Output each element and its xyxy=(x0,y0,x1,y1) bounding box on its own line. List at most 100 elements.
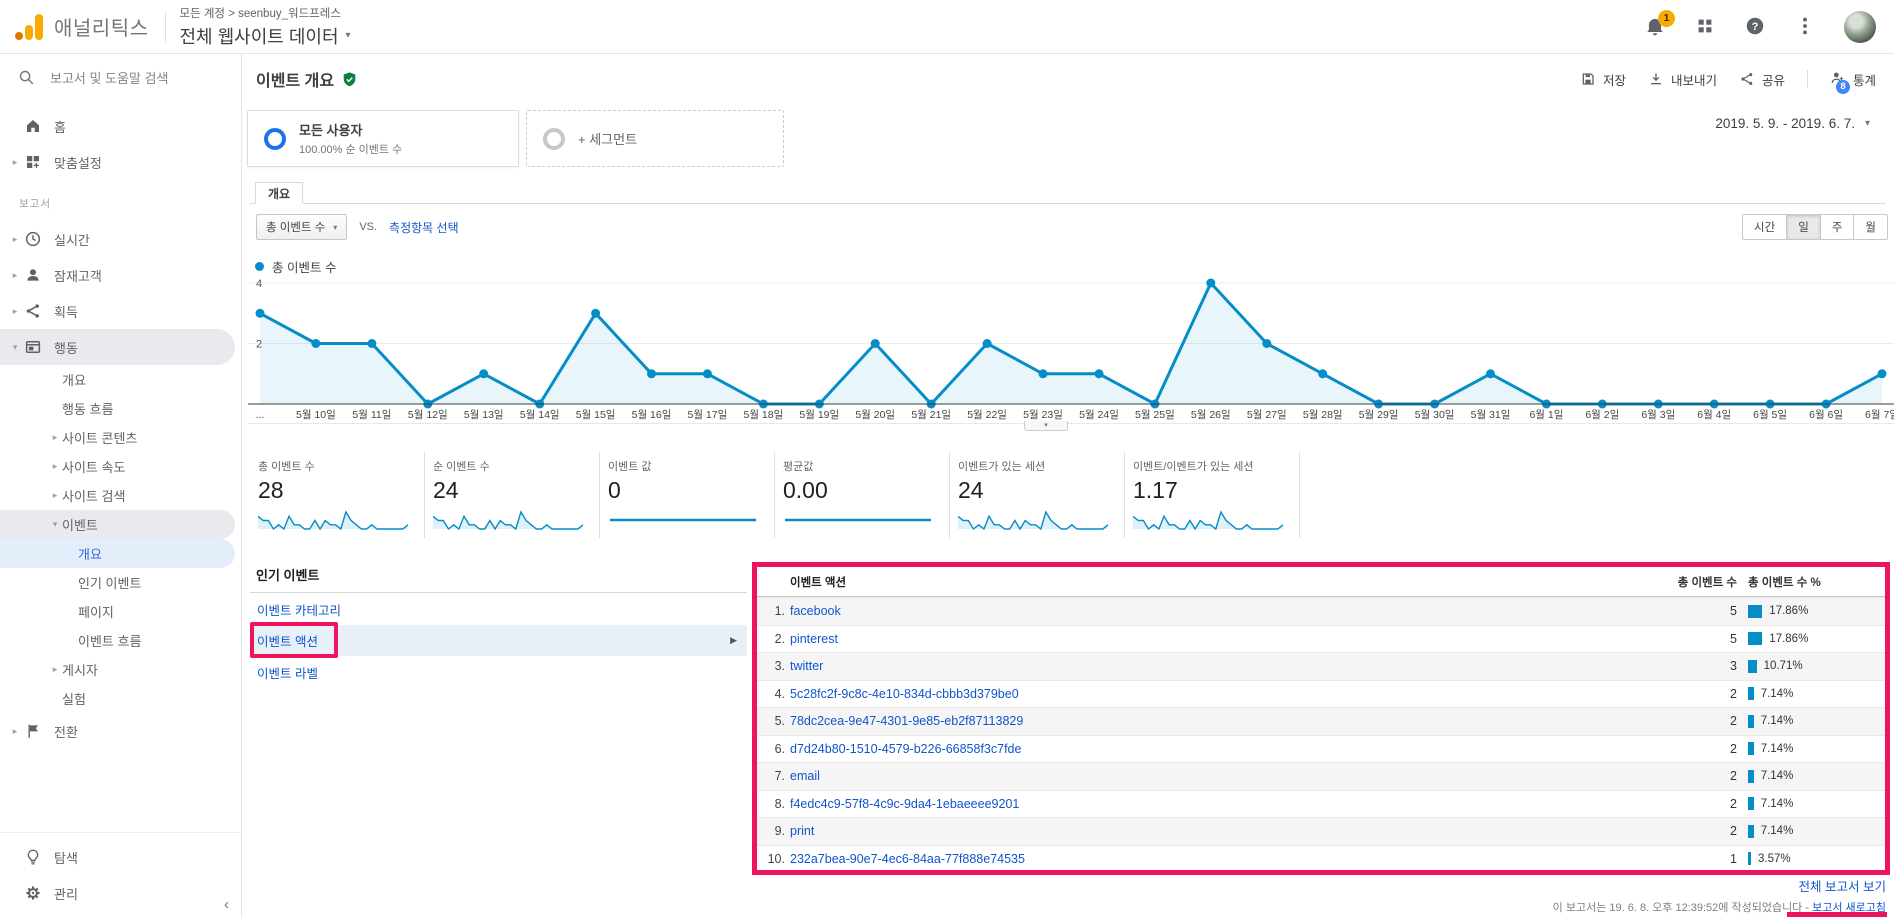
refresh-report-link[interactable]: 보고서 새로고침 xyxy=(1812,902,1886,914)
sidebar-item-site-search[interactable]: ▸ 사이트 검색 xyxy=(0,481,235,510)
sidebar-item-site-content[interactable]: ▸ 사이트 콘텐츠 xyxy=(0,423,235,452)
property-selector[interactable]: 모든 계정 > seenbuy_워드프레스 전체 웹사이트 데이터 ▾ xyxy=(180,5,351,49)
event-action-link[interactable]: 5c28fc2f-9c8c-4e10-834d-cbbb3d379be0 xyxy=(790,686,1019,701)
sidebar-item-audience[interactable]: ▸ 잠재고객 xyxy=(0,257,235,293)
sidebar-item-customization[interactable]: ▸ 맞춤설정 xyxy=(0,144,235,180)
sidebar-item-behavior-overview[interactable]: 개요 xyxy=(0,365,235,394)
chart-expand-handle[interactable]: ▾ xyxy=(1024,421,1068,431)
sidebar-item-label: 페이지 xyxy=(78,605,114,620)
popular-event-link-row[interactable]: 이벤트 액션 ▶ xyxy=(250,622,747,658)
scorecard-총 이벤트 수[interactable]: 총 이벤트 수 28 xyxy=(250,452,425,538)
sidebar-item-behavior[interactable]: ▾ 행동 xyxy=(0,329,235,365)
scorecard-평균값[interactable]: 평균값 0.00 xyxy=(775,452,950,538)
event-action-link[interactable]: d7d24b80-1510-4579-b226-66858f3c7fde xyxy=(790,741,1022,756)
sidebar-item-label: 잠재고객 xyxy=(54,268,102,284)
expand-arrow-icon[interactable]: ▸ xyxy=(52,461,58,471)
svg-text:5월 22일: 5월 22일 xyxy=(967,408,1007,421)
avatar[interactable] xyxy=(1844,10,1876,43)
segment-all-users[interactable]: 모든 사용자 100.00% 순 이벤트 수 xyxy=(247,110,519,167)
scorecard-이벤트가 있는 세션[interactable]: 이벤트가 있는 세션 24 xyxy=(950,452,1125,538)
search-input[interactable]: 보고서 및 도움말 검색 xyxy=(0,54,241,100)
sidebar-item-pages[interactable]: 페이지 xyxy=(0,597,235,626)
event-action-link[interactable]: print xyxy=(790,824,815,839)
expand-arrow-icon[interactable]: ▾ xyxy=(12,341,18,352)
google-apps-grid-icon[interactable] xyxy=(1694,15,1718,39)
granularity-button-시간[interactable]: 시간 xyxy=(1742,214,1788,240)
event-action-link[interactable]: 232a7bea-90e7-4ec6-84aa-77f888e74535 xyxy=(790,851,1025,866)
popular-event-link[interactable]: 이벤트 라벨 xyxy=(257,666,318,681)
sidebar-item-events-flow[interactable]: 이벤트 흐름 xyxy=(0,626,235,655)
column-header-percent[interactable]: 총 이벤트 수 % xyxy=(1748,576,1821,589)
scorecard-순 이벤트 수[interactable]: 순 이벤트 수 24 xyxy=(425,452,600,538)
granularity-button-일[interactable]: 일 xyxy=(1786,214,1821,240)
expand-arrow-icon[interactable]: ▸ xyxy=(12,269,18,280)
share-button[interactable]: 공유 xyxy=(1739,70,1785,89)
column-header-action[interactable]: 이벤트 액션 xyxy=(790,576,847,589)
column-header-events[interactable]: 총 이벤트 수 xyxy=(1677,576,1737,589)
more-options-icon[interactable] xyxy=(1794,15,1818,39)
total-events-value: 2 xyxy=(1730,714,1737,729)
scorecard-이벤트/이벤트가 있는 세션[interactable]: 이벤트/이벤트가 있는 세션 1.17 xyxy=(1125,452,1300,538)
expand-arrow-icon[interactable]: ▸ xyxy=(52,490,58,500)
popular-event-link[interactable]: 이벤트 카테고리 xyxy=(257,603,341,618)
sidebar-item-acquisition[interactable]: ▸ 획득 xyxy=(0,293,235,329)
granularity-button-주[interactable]: 주 xyxy=(1819,214,1855,240)
sidebar-item-experiments[interactable]: 실험 xyxy=(0,684,235,713)
scorecard-sparkline xyxy=(957,506,1112,537)
sidebar-item-events-overview[interactable]: 개요 xyxy=(0,539,235,568)
event-action-link[interactable]: 78dc2cea-9e47-4301-9e85-eb2f87113829 xyxy=(790,714,1024,729)
sidebar-item-behavior-flow[interactable]: 행동 흐름 xyxy=(0,394,235,423)
event-action-link[interactable]: twitter xyxy=(790,659,824,674)
percent-cell: 17.86% xyxy=(1737,632,1885,646)
export-button[interactable]: 내보내기 xyxy=(1648,70,1717,89)
sidebar-item-top-events[interactable]: 인기 이벤트 xyxy=(0,568,235,597)
tab-bar: 개요 xyxy=(250,182,1886,204)
insights-button[interactable]: 8 통계 xyxy=(1830,70,1876,94)
event-action-link[interactable]: pinterest xyxy=(790,631,838,646)
sidebar-item-admin[interactable]: 관리 xyxy=(0,875,235,911)
collapse-sidebar-icon[interactable]: ‹ xyxy=(224,896,229,913)
popular-event-link-row[interactable]: 이벤트 라벨 xyxy=(250,658,747,686)
sidebar-item-site-speed[interactable]: ▸ 사이트 속도 xyxy=(0,452,235,481)
select-metric-link[interactable]: 측정항목 선택 xyxy=(389,220,459,235)
sidebar-item-events[interactable]: ▾ 이벤트 xyxy=(0,510,235,539)
svg-text:5월 21일: 5월 21일 xyxy=(911,408,951,421)
add-segment-button[interactable]: + 세그먼트 xyxy=(526,110,784,167)
expand-arrow-icon[interactable]: ▸ xyxy=(12,305,18,316)
date-range-selector[interactable]: 2019. 5. 9. - 2019. 6. 7. ▾ xyxy=(1715,116,1870,131)
scorecard-이벤트 값[interactable]: 이벤트 값 0 xyxy=(600,452,775,538)
sidebar-item-home[interactable]: 홈 xyxy=(0,108,235,144)
chevron-down-icon: ▾ xyxy=(345,30,351,41)
event-action-link[interactable]: facebook xyxy=(790,604,841,619)
metric-dropdown[interactable]: 총 이벤트 수 ▾ xyxy=(256,214,348,240)
tab-overview[interactable]: 개요 xyxy=(255,182,304,204)
scorecard-label: 순 이벤트 수 xyxy=(433,461,490,473)
insights-icon xyxy=(1830,70,1846,86)
expand-arrow-icon[interactable]: ▾ xyxy=(52,519,58,529)
row-rank: 2. xyxy=(774,631,785,646)
event-action-link[interactable]: email xyxy=(790,769,820,784)
sidebar-item-conversions[interactable]: ▸ 전환 xyxy=(0,713,235,749)
expand-arrow-icon[interactable]: ▸ xyxy=(52,432,58,442)
popular-event-link[interactable]: 이벤트 액션 xyxy=(257,635,318,649)
expand-arrow-icon[interactable]: ▸ xyxy=(12,725,18,736)
granularity-button-월[interactable]: 월 xyxy=(1853,214,1888,240)
event-action-link[interactable]: f4edc4c9-57f8-4c9c-9da4-1ebaeeee9201 xyxy=(790,796,1020,811)
notifications-bell-icon[interactable]: 1 xyxy=(1644,9,1675,39)
popular-event-link-row[interactable]: 이벤트 카테고리 xyxy=(250,595,747,623)
google-analytics-logo-icon[interactable] xyxy=(14,12,44,42)
view-full-report-link[interactable]: 전체 보고서 보기 xyxy=(1798,880,1886,894)
expand-arrow-icon[interactable]: ▸ xyxy=(12,156,18,167)
expand-arrow-icon[interactable]: ▸ xyxy=(52,664,58,674)
percent-cell: 7.14% xyxy=(1737,742,1885,756)
save-button[interactable]: 저장 xyxy=(1580,70,1626,89)
divider xyxy=(1806,70,1808,88)
expand-arrow-icon[interactable]: ▸ xyxy=(12,233,18,244)
clock-icon xyxy=(24,230,54,248)
help-icon[interactable]: ? xyxy=(1744,15,1768,39)
sidebar-item-realtime[interactable]: ▸ 실시간 xyxy=(0,221,235,257)
row-rank: 10. xyxy=(767,851,785,866)
sidebar-item-discover[interactable]: 탐색 xyxy=(0,839,235,875)
svg-text:5월 15일: 5월 15일 xyxy=(576,408,616,421)
sidebar-item-publisher[interactable]: ▸ 게시자 xyxy=(0,655,235,684)
